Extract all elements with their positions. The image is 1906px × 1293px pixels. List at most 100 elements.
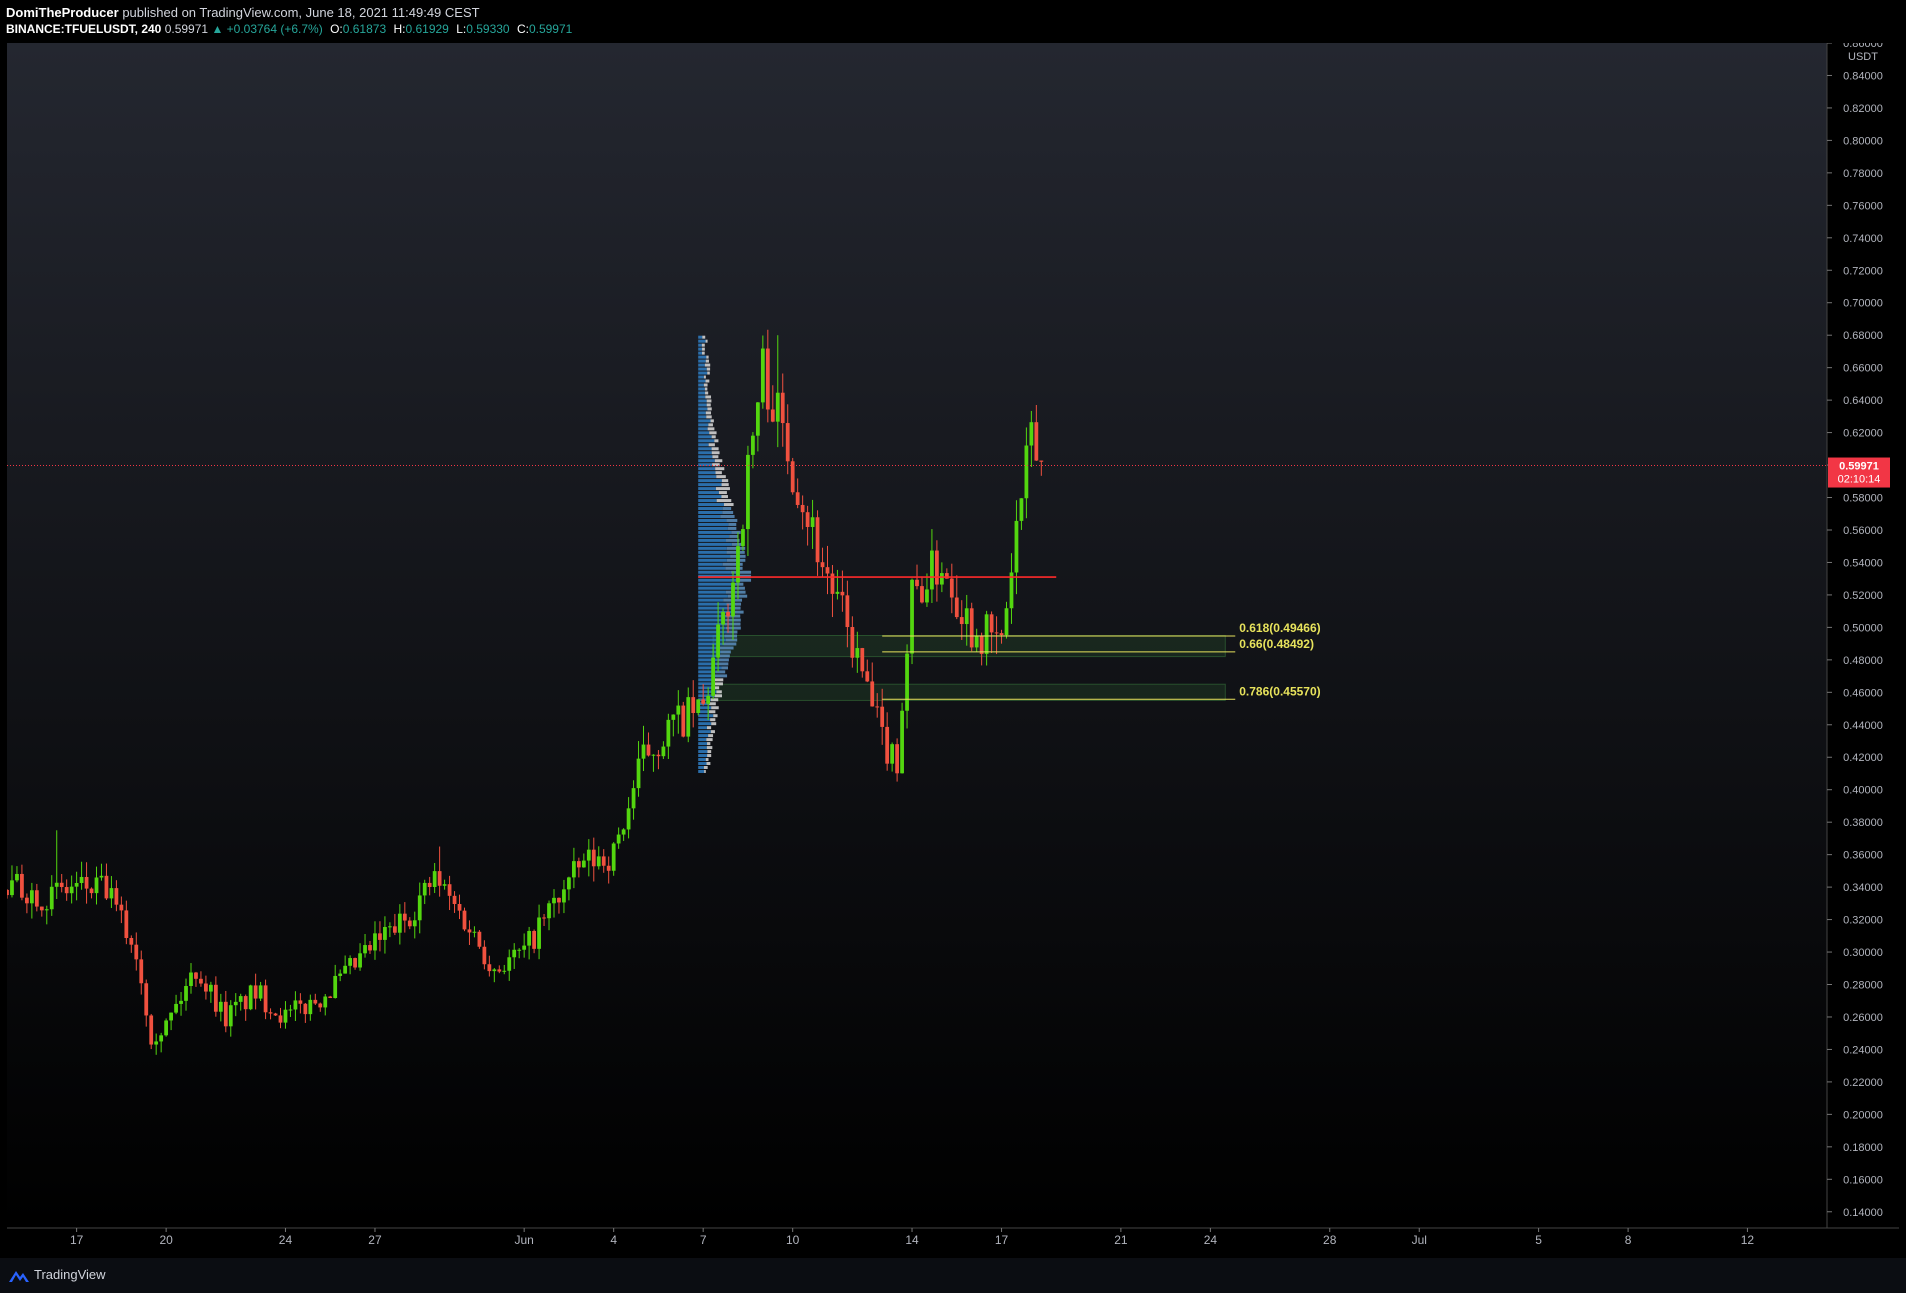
volume-bar-up [698, 730, 711, 734]
candle-body [765, 348, 770, 410]
volume-bar-up [698, 610, 734, 614]
volume-bar-up [698, 503, 724, 507]
fib-level-label: 0.618(0.49466) [1239, 621, 1320, 635]
volume-bar-up [698, 439, 715, 443]
volume-bar-up [698, 690, 717, 694]
volume-bar-up [698, 407, 708, 411]
x-tick-label: 27 [368, 1233, 382, 1247]
volume-bar-down [726, 518, 738, 522]
candle-body [169, 1012, 173, 1021]
volume-bar-up [698, 562, 723, 566]
y-tick-label: 0.52000 [1843, 590, 1883, 602]
volume-bar-up [698, 678, 714, 682]
candle-body [537, 917, 541, 949]
volume-bar-down [728, 522, 737, 526]
volume-bar-up [698, 542, 732, 546]
volume-bar-up [698, 758, 706, 762]
candle-body [920, 586, 924, 603]
candle-body [84, 876, 89, 889]
candle-body [129, 938, 134, 945]
candle-body [124, 910, 129, 939]
candlestick-chart[interactable]: 0.618(0.49466) 0.66(0.48492) 0.786(0.45570… [0, 38, 1899, 1255]
high-value: 0.61929 [405, 22, 449, 36]
time-axis[interactable]: 17 20 24 27 Jun 4 7 10 14 17 21 24 28 Jul 5 8 12 [70, 1228, 1754, 1247]
candle-body [989, 614, 994, 633]
volume-bar-up [698, 471, 716, 475]
candle-body [581, 860, 586, 868]
candle-body [696, 699, 701, 714]
volume-bar-up [698, 642, 724, 646]
volume-bar-down [706, 726, 712, 730]
chart-area[interactable]: 0.618(0.49466) 0.66(0.48492) 0.786(0.45570… [0, 38, 1899, 1260]
candle-body [179, 1000, 183, 1004]
volume-bar-down [703, 766, 708, 769]
candle-body [114, 888, 119, 905]
volume-bar-up [698, 351, 703, 355]
volume-bar-down [718, 654, 730, 658]
candle-body [422, 882, 427, 896]
volume-bar-up [698, 674, 715, 678]
candle-body [755, 402, 760, 436]
volume-bar-up [698, 614, 726, 618]
candle-body [497, 969, 502, 972]
volume-bar-down [704, 363, 711, 367]
candle-body [706, 695, 711, 704]
candle-body [104, 875, 109, 899]
candle-body [701, 699, 706, 704]
volume-bar-up [698, 455, 713, 459]
candle-body [487, 964, 492, 972]
symbol-label[interactable]: BINANCE:TFUELUSDT, 240 [6, 22, 162, 36]
volume-bar-down [709, 702, 716, 706]
volume-bar-down [711, 451, 720, 455]
candle-body [691, 697, 696, 714]
candle-body [969, 608, 974, 648]
volume-bar-down [715, 487, 730, 491]
volume-bar-down [722, 562, 743, 566]
x-tick-label: 4 [610, 1233, 617, 1247]
brand-name[interactable]: TradingView [34, 1267, 106, 1282]
volume-bar-up [698, 766, 704, 769]
volume-bar-up [698, 403, 707, 407]
price-axis[interactable]: 0.14000 0.16000 0.18000 0.20000 0.22000 0.240… [1827, 38, 1890, 1219]
y-tick-label: 0.76000 [1843, 200, 1883, 212]
candle-body [736, 546, 740, 583]
volume-bar-down [705, 391, 709, 395]
candle-body [999, 633, 1004, 636]
volume-bar-up [698, 435, 712, 439]
tradingview-logo-icon[interactable] [8, 1269, 30, 1283]
volume-bar-down [705, 395, 712, 399]
candle-body [512, 949, 517, 958]
volume-bar-down [727, 526, 737, 530]
candle-body [865, 671, 870, 682]
y-tick-label: 0.70000 [1843, 298, 1883, 310]
volume-bar-down [721, 483, 729, 487]
volume-bar-up [698, 638, 726, 642]
volume-bar-down [711, 686, 720, 690]
candle-body [780, 392, 785, 424]
author-name[interactable]: DomiTheProducer [6, 5, 119, 20]
volume-bar-down [726, 550, 745, 554]
candle-body [746, 454, 750, 530]
y-tick-label: 0.66000 [1843, 363, 1883, 375]
volume-bar-down [710, 718, 716, 722]
x-tick-label: Jun [514, 1233, 533, 1247]
bar-countdown: 02:10:14 [1838, 474, 1881, 486]
volume-bar-down [731, 542, 742, 546]
candle-body [895, 744, 899, 774]
volume-bar-down [706, 399, 712, 403]
candle-body [218, 1001, 223, 1012]
volume-bar-up [698, 391, 706, 395]
x-tick-label: 8 [1625, 1233, 1632, 1247]
candle-body [208, 984, 213, 992]
candle-body [452, 895, 457, 905]
volume-bar-down [716, 475, 726, 479]
candle-body [44, 909, 49, 911]
volume-bar-up [698, 618, 726, 622]
candle-body [368, 945, 372, 951]
candle-body [59, 882, 64, 888]
volume-bar-up [698, 359, 706, 363]
candle-body [437, 871, 442, 886]
candle-body [358, 953, 362, 968]
volume-bar-down [726, 546, 746, 550]
y-tick-label: 0.54000 [1843, 557, 1883, 569]
